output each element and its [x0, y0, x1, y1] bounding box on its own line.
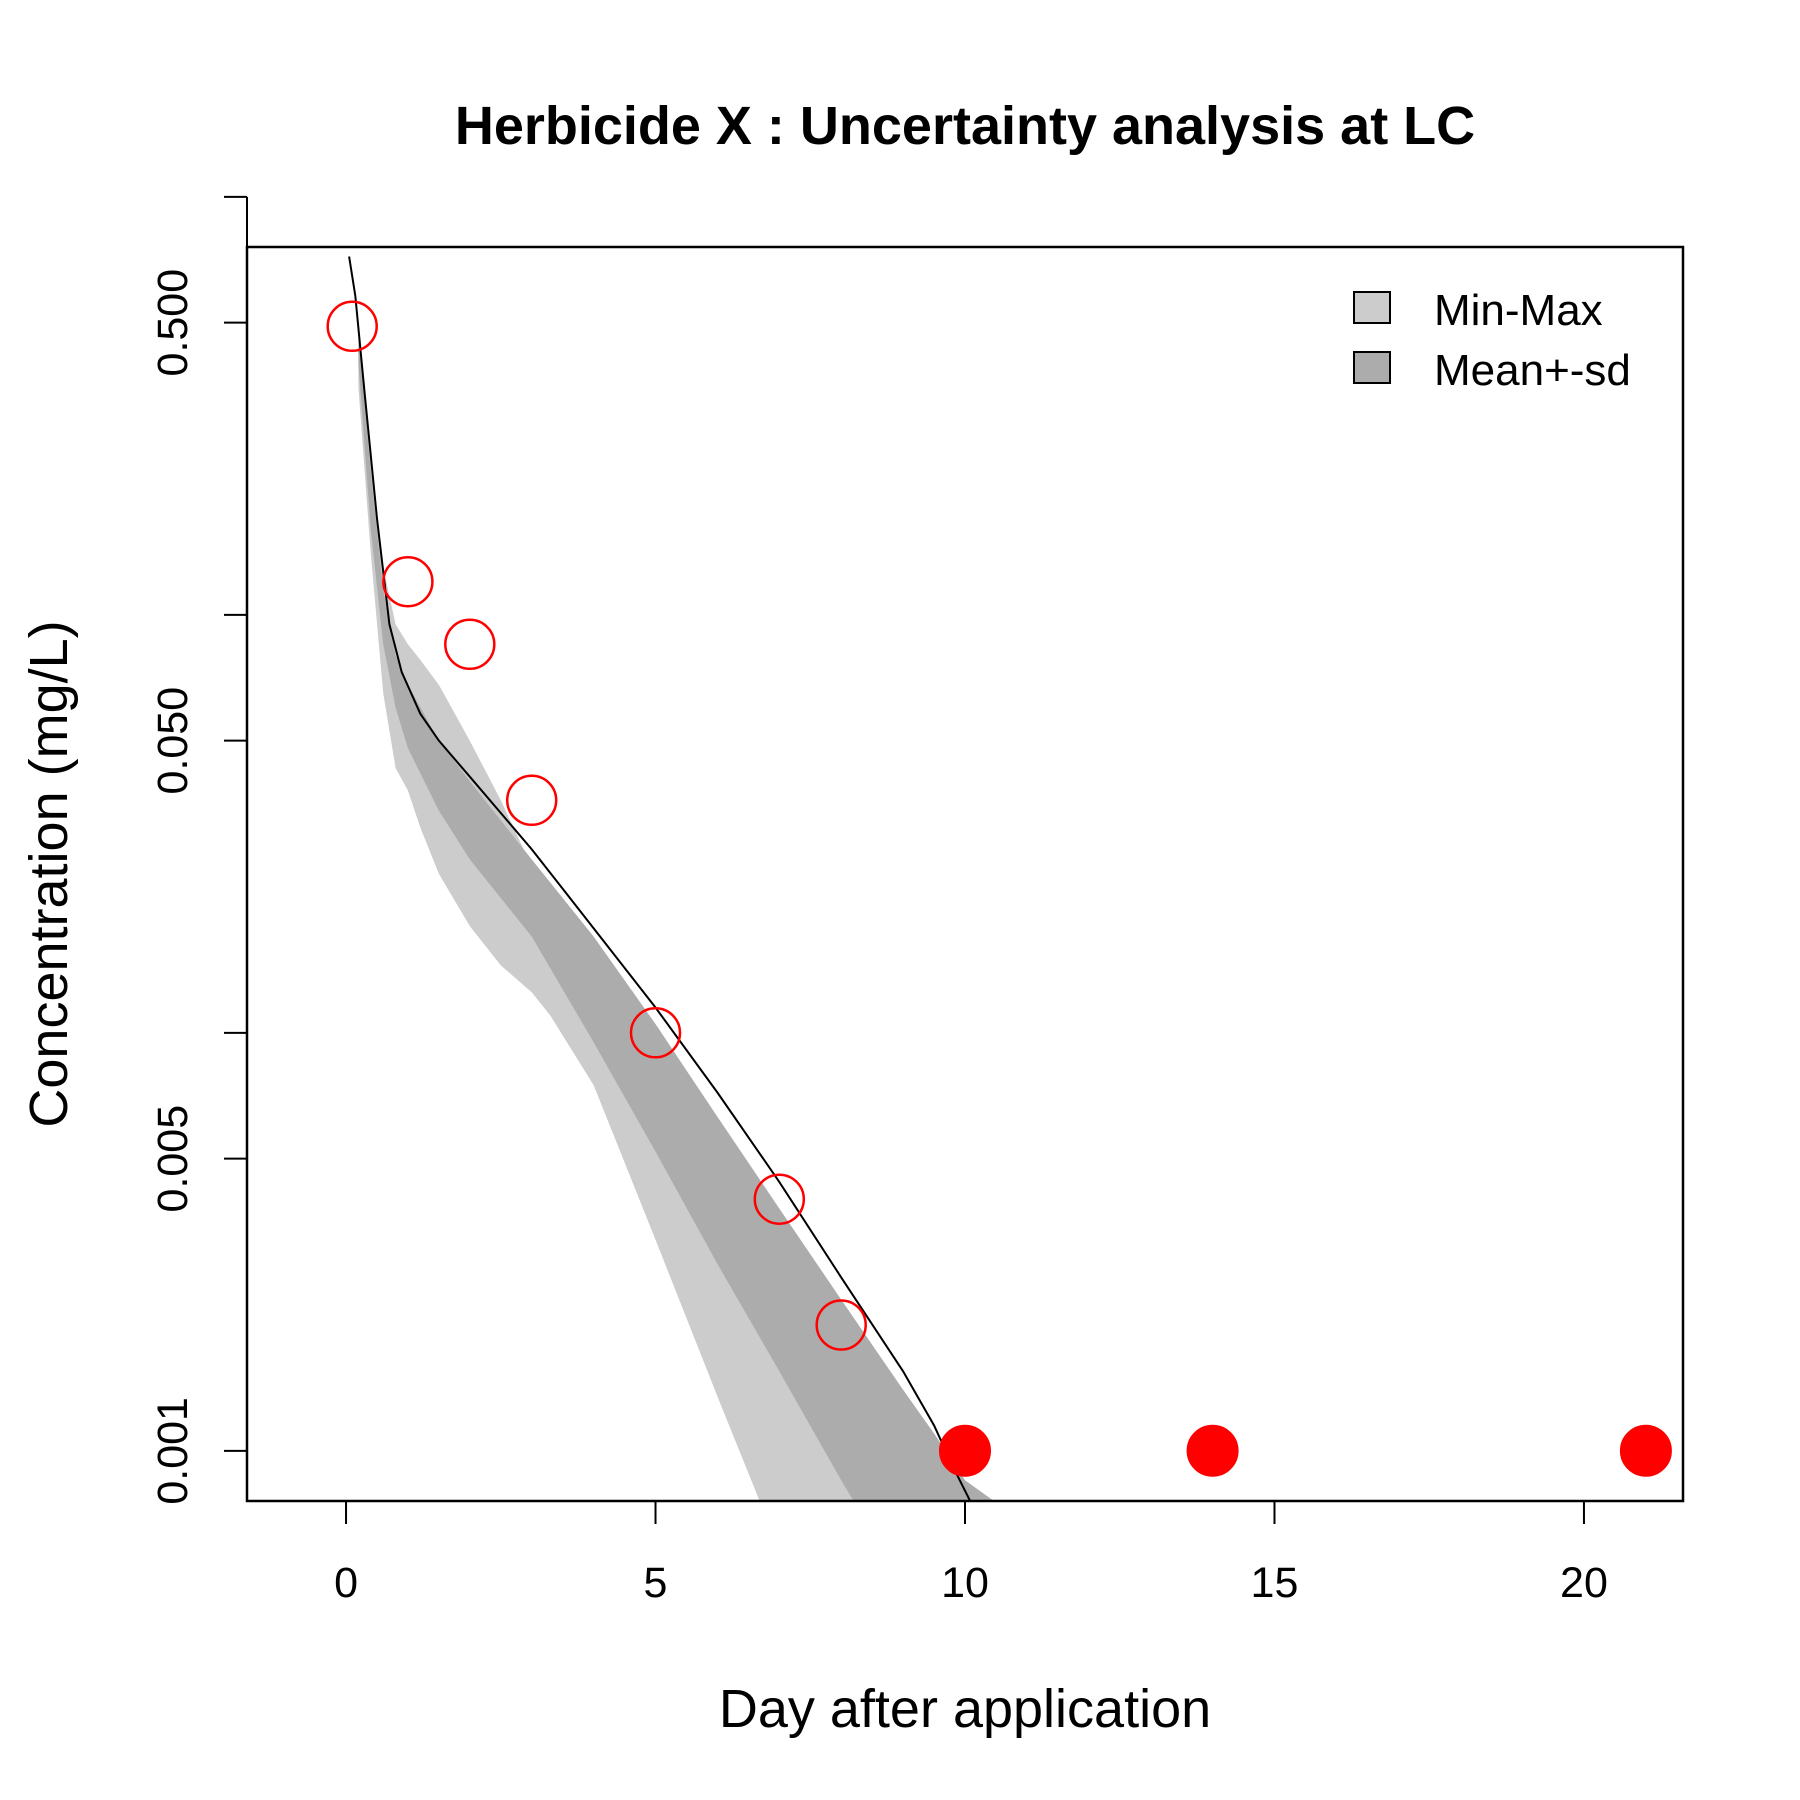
y-tick-label-3: 0.001 [149, 1397, 197, 1505]
legend-swatch-min-max [1353, 291, 1391, 324]
y-axis-label: Concentration (mg/L) [19, 620, 79, 1127]
mean-sd-band [358, 330, 995, 1501]
x-axis: 0 5 10 15 20 [334, 1500, 1608, 1607]
observed-point-filled-9 [1619, 1424, 1672, 1477]
legend: Min-Max Mean+-sd [1353, 286, 1631, 395]
x-axis-label: Day after application [719, 1679, 1211, 1739]
observed-point-6 [815, 1299, 867, 1351]
observed-point-0 [326, 300, 378, 353]
x-tick-label-15: 15 [1251, 1559, 1299, 1607]
y-axis: 0.500 0.050 0.005 0.001 [149, 195, 248, 1505]
x-tick-label-20: 20 [1560, 1559, 1608, 1607]
legend-label-mean-sd: Mean+-sd [1434, 346, 1631, 395]
y-tick-label-2: 0.005 [149, 1105, 197, 1213]
observed-point-filled-7 [939, 1424, 991, 1477]
legend-swatch-mean-sd [1353, 351, 1391, 384]
y-tick-label-1: 0.050 [149, 687, 197, 795]
model-line [348, 256, 972, 1501]
observed-point-5 [753, 1173, 806, 1225]
x-tick-label-5: 5 [644, 1559, 668, 1607]
observed-point-1 [382, 555, 434, 608]
observed-point-2 [444, 618, 496, 671]
legend-label-min-max: Min-Max [1434, 286, 1603, 335]
x-tick-label-0: 0 [334, 1559, 358, 1607]
minmax-band [358, 322, 880, 1501]
observed-point-filled-8 [1186, 1424, 1239, 1477]
plot-area [326, 256, 1672, 1501]
y-tick-label-0: 0.500 [149, 269, 197, 377]
x-tick-label-10: 10 [941, 1559, 989, 1607]
chart-title: Herbicide X : Uncertainty analysis at LC [455, 96, 1475, 156]
observed-point-4 [629, 1007, 682, 1059]
observed-point-3 [505, 774, 558, 827]
